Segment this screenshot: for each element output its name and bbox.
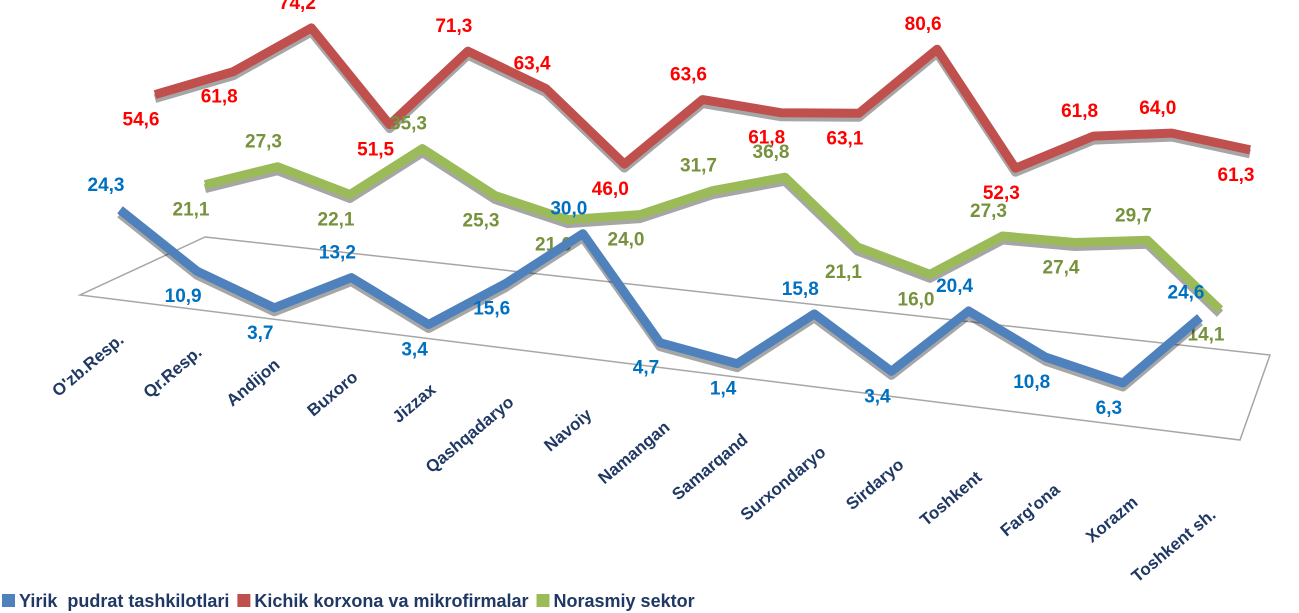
data-label: 61,3 [1218,165,1255,186]
x-tick-label: Surxondaryo [737,442,830,524]
data-label: 10,8 [1013,372,1050,393]
data-label: 15,6 [473,299,510,320]
data-label: 46,0 [592,179,629,200]
data-label: 27,3 [970,201,1007,222]
x-tick-label: Toshkent sh. [1128,505,1220,586]
data-label: 24,0 [608,230,645,251]
data-label: 3,4 [401,340,428,361]
data-label: 13,2 [319,243,356,264]
data-label: 16,0 [898,289,935,310]
data-label: 15,8 [782,279,819,300]
data-label: 3,7 [247,323,273,344]
data-label: 21,1 [825,262,862,283]
data-label: 52,3 [983,183,1020,204]
x-tick-label: O'zb.Resp. [48,330,127,401]
x-tick-label: Buxoro [304,367,362,420]
data-label: 27,4 [1043,258,1080,279]
data-label: 27,3 [245,132,282,153]
data-label: 74,2 [279,0,316,14]
data-label: 25,3 [463,211,500,232]
x-tick-label: Toshkent [916,467,985,530]
data-label: 80,6 [905,14,942,35]
data-label: 63,6 [670,65,707,86]
data-label: 14,1 [1188,325,1225,346]
x-tick-label: Andijon [223,355,284,410]
legend-swatch [237,594,251,607]
data-label: 24,3 [88,175,125,196]
data-label: 20,4 [936,276,973,297]
data-label: 29,7 [1115,205,1152,226]
legend-swatch [2,594,15,607]
data-label: 36,8 [753,142,790,163]
data-label: 63,4 [514,54,551,75]
data-label: 54,6 [123,110,160,131]
x-tick-label: Farg'ona [997,480,1064,541]
data-label: 3,4 [864,386,891,407]
x-tick-label: Navoiy [541,405,596,456]
line [153,23,1251,173]
data-label: 35,3 [390,114,427,135]
data-label: 64,0 [1139,98,1176,119]
data-label: 63,1 [826,128,863,149]
x-tick-label: Qr.Resp. [140,342,206,401]
x-tick-label: Xorazm [1082,492,1141,546]
data-label: 6,3 [1096,398,1122,419]
data-label: 1,4 [710,379,737,400]
data-label: 24,6 [1168,283,1205,304]
line [117,206,1203,388]
legend-swatch [536,594,550,607]
data-label: 10,9 [165,286,202,307]
data-label: 4,7 [633,358,659,379]
data-label: 61,8 [1061,101,1098,122]
x-tick-label: Jizzax [389,380,440,427]
x-tick-label: Qashqadaryo [422,392,517,476]
legend-label: Kichik korxona va mikrofirmalar [254,591,528,611]
data-label: 61,8 [748,128,785,149]
line [203,144,1224,313]
legend-label: Yirik pudrat tashkilotlari [19,591,229,611]
data-label: 61,8 [201,87,238,108]
legend-label: Norasmiy sektor [554,591,695,611]
data-label: 71,3 [435,16,472,37]
x-tick-label: Sirdaryo [842,455,907,514]
data-label: 51,5 [357,140,394,161]
data-label: 30,0 [550,199,587,220]
data-label: 22,1 [318,209,355,230]
x-tick-label: Namangan [595,417,674,487]
data-label: 21,1 [173,200,210,221]
data-label: 31,7 [680,156,717,177]
x-tick-label: Samarqand [668,430,751,504]
chart-floor [77,236,1272,441]
